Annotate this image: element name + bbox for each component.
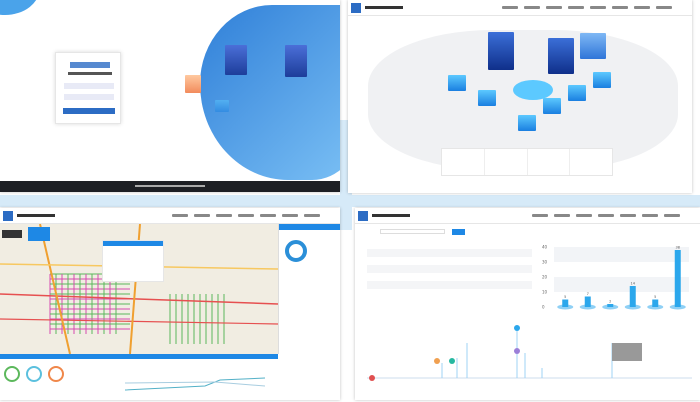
nav-item[interactable] xyxy=(238,214,254,217)
nav-item[interactable] xyxy=(656,6,672,9)
login-button[interactable] xyxy=(63,108,115,114)
nav-item[interactable] xyxy=(546,6,562,9)
y-tick-label: 10 xyxy=(542,290,548,295)
password-input[interactable] xyxy=(64,94,114,100)
y-tick-label: 30 xyxy=(542,260,548,265)
nav-item[interactable] xyxy=(532,214,548,217)
road xyxy=(39,224,71,354)
brand-logo xyxy=(70,62,110,68)
timeline-chart xyxy=(367,325,692,381)
bar-value-label: 14 xyxy=(631,282,636,286)
map-screenshot xyxy=(0,208,340,400)
top-nav xyxy=(355,208,700,224)
gauge xyxy=(4,366,20,382)
nav-item[interactable] xyxy=(642,214,658,217)
nav-item[interactable] xyxy=(554,214,570,217)
bar xyxy=(562,299,569,307)
nav-item[interactable] xyxy=(620,214,636,217)
hero-illustration xyxy=(200,5,340,180)
bar xyxy=(629,286,636,307)
module-card[interactable] xyxy=(485,149,528,175)
login-form xyxy=(55,52,121,124)
map[interactable] xyxy=(0,224,278,354)
nav-item[interactable] xyxy=(502,6,518,9)
date-range-input[interactable] xyxy=(380,229,445,234)
grid-band xyxy=(554,277,689,292)
login-screenshot xyxy=(0,0,340,192)
y-tick-label: 40 xyxy=(542,245,548,250)
gauge xyxy=(26,366,42,382)
nav-item[interactable] xyxy=(590,6,606,9)
y-tick-label: 20 xyxy=(542,275,548,280)
nav-item[interactable] xyxy=(172,214,188,217)
footer xyxy=(0,181,340,192)
world-map xyxy=(368,30,678,170)
bar xyxy=(674,250,681,307)
side-panel xyxy=(278,224,340,354)
bar-value-label: 5 xyxy=(654,295,656,299)
stats-screenshot: 0 10 20 30 40 5 7 2 14 5 38 xyxy=(355,208,700,400)
subtitle xyxy=(68,72,112,75)
bar-chart: 0 10 20 30 40 5 7 2 14 5 38 xyxy=(542,245,689,310)
app-title xyxy=(365,6,425,9)
module-card[interactable] xyxy=(528,149,571,175)
nav-item[interactable] xyxy=(568,6,584,9)
nav-item[interactable] xyxy=(576,214,592,217)
gauge xyxy=(48,366,64,382)
bar-value-label: 2 xyxy=(609,300,611,304)
y-tick-label: 0 xyxy=(542,305,545,310)
bar xyxy=(652,299,659,307)
query-button[interactable] xyxy=(452,229,465,235)
nav-item[interactable] xyxy=(612,6,628,9)
home-screenshot xyxy=(348,0,692,193)
module-card[interactable] xyxy=(442,149,485,175)
bar-value-label: 38 xyxy=(676,246,680,250)
nav-item[interactable] xyxy=(524,6,540,9)
nav-item[interactable] xyxy=(282,214,298,217)
nav-item[interactable] xyxy=(216,214,232,217)
road xyxy=(0,318,278,325)
map-popup xyxy=(102,240,164,282)
top-nav xyxy=(348,0,692,16)
top-nav xyxy=(0,208,340,224)
nav-item[interactable] xyxy=(260,214,276,217)
trend-chart xyxy=(125,377,265,391)
bar xyxy=(584,296,591,307)
nav-item[interactable] xyxy=(598,214,614,217)
data-table xyxy=(367,241,532,296)
username-input[interactable] xyxy=(64,83,114,89)
nav-item[interactable] xyxy=(194,214,210,217)
module-card[interactable] xyxy=(570,149,612,175)
bar-value-label: 7 xyxy=(587,292,589,296)
nav-item[interactable] xyxy=(304,214,320,217)
bar-value-label: 5 xyxy=(564,295,566,299)
bar xyxy=(607,304,614,307)
module-cards xyxy=(441,148,613,176)
grid-band xyxy=(554,247,689,262)
nav-item[interactable] xyxy=(634,6,650,9)
app-logo xyxy=(358,210,368,221)
nav-item[interactable] xyxy=(664,214,680,217)
app-logo xyxy=(3,210,13,221)
app-logo xyxy=(351,2,361,13)
road xyxy=(0,293,278,305)
